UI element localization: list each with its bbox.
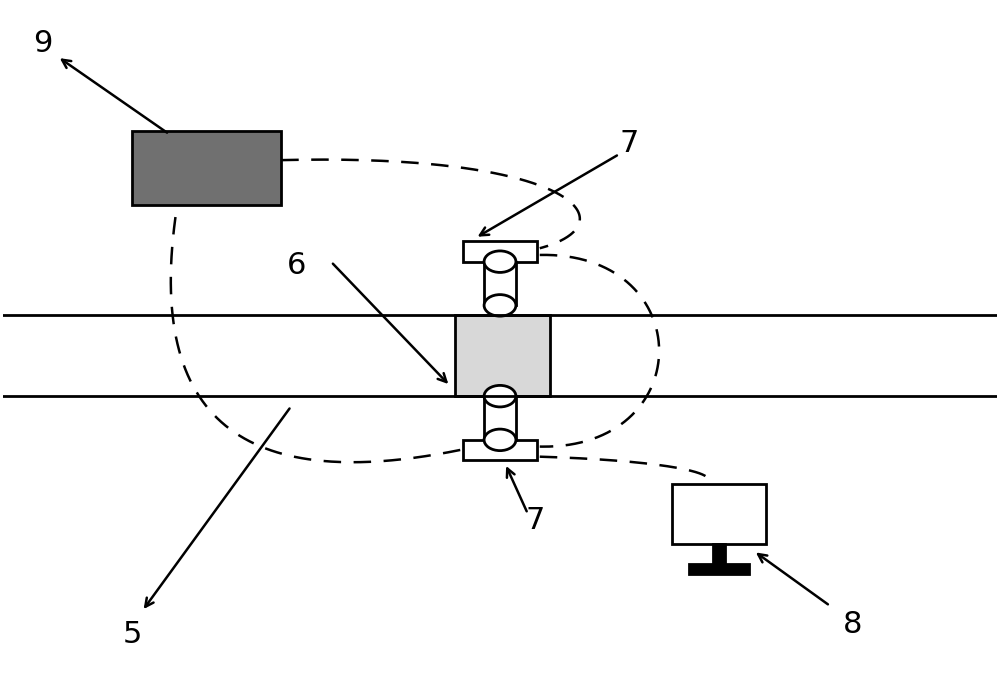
Ellipse shape [484, 429, 516, 451]
Ellipse shape [484, 385, 516, 407]
Text: 7: 7 [525, 506, 544, 535]
Bar [455, 315, 550, 396]
Text: 5: 5 [122, 620, 142, 650]
Text: 9: 9 [33, 28, 52, 58]
Ellipse shape [484, 251, 516, 273]
Bar [463, 241, 537, 262]
Bar [713, 544, 725, 564]
Text: 7: 7 [620, 129, 639, 159]
Text: 6: 6 [286, 251, 306, 279]
Bar [132, 131, 281, 205]
Bar [689, 564, 749, 574]
Bar [672, 483, 766, 544]
Bar [463, 440, 537, 460]
Bar [484, 396, 516, 440]
Ellipse shape [484, 295, 516, 316]
Bar [484, 262, 516, 305]
Text: 8: 8 [843, 610, 863, 639]
